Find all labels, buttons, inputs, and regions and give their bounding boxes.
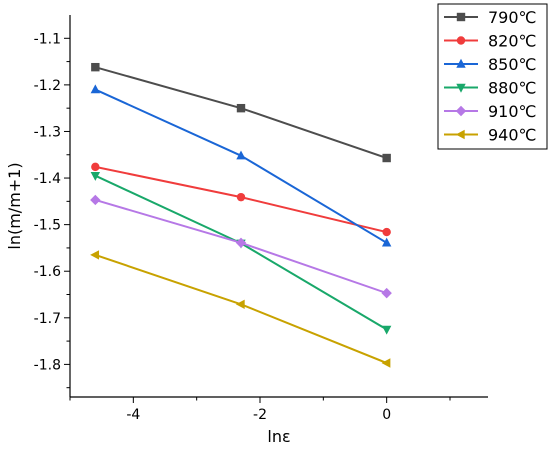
series-0 xyxy=(91,62,391,163)
series-5 xyxy=(90,250,391,368)
legend-marker xyxy=(456,58,466,68)
legend-label: 880℃ xyxy=(488,79,537,98)
legend-marker xyxy=(456,12,466,22)
legend-marker xyxy=(455,129,465,140)
legend-item: 850℃ xyxy=(444,55,537,74)
legend-item: 880℃ xyxy=(444,79,537,98)
data-point xyxy=(382,153,391,163)
y-tick-label: -1.2 xyxy=(34,78,61,94)
data-point xyxy=(382,227,391,237)
data-point xyxy=(236,103,246,113)
data-point xyxy=(381,287,392,299)
axes xyxy=(69,15,488,398)
legend-item: 910℃ xyxy=(444,102,537,121)
data-point xyxy=(381,237,392,247)
legend-marker xyxy=(456,36,466,45)
data-point xyxy=(90,84,101,94)
series-4 xyxy=(90,194,392,299)
series-layer xyxy=(90,62,392,368)
data-point xyxy=(90,194,101,206)
data-point xyxy=(90,172,101,181)
data-point xyxy=(381,325,392,335)
data-point xyxy=(236,192,246,202)
y-tick-label: -1.5 xyxy=(34,218,61,234)
y-tick-label: -1.6 xyxy=(34,264,61,280)
legend: 790℃ 820℃ 850℃ 880℃ 910℃ 940℃ xyxy=(437,3,548,150)
x-tick-label: -2 xyxy=(253,407,267,423)
x-tick-label: -4 xyxy=(126,407,140,423)
series-1 xyxy=(91,162,391,237)
series-line xyxy=(94,88,388,244)
x-tick-label: 0 xyxy=(382,407,391,423)
y-tick-label: -1.1 xyxy=(34,31,61,47)
legend-item: 790℃ xyxy=(444,8,537,27)
legend-label: 910℃ xyxy=(488,102,537,121)
y-axis-title: ln(m/m+1) xyxy=(5,162,24,249)
y-tick-label: -1.8 xyxy=(34,357,61,373)
legend-label: 820℃ xyxy=(488,32,537,51)
legend-label: 850℃ xyxy=(488,55,537,74)
y-tick-label: -1.4 xyxy=(34,171,61,187)
x-axis-title: lnε xyxy=(267,427,290,446)
data-point xyxy=(236,150,246,160)
y-tick-label: -1.7 xyxy=(34,311,61,327)
legend-label: 790℃ xyxy=(488,8,537,27)
y-tick-label: -1.3 xyxy=(34,124,61,140)
series-2 xyxy=(90,84,392,247)
legend-label: 940℃ xyxy=(488,126,537,145)
data-point xyxy=(235,299,245,309)
legend-item: 940℃ xyxy=(444,126,537,145)
data-point xyxy=(235,237,247,249)
data-point xyxy=(90,250,100,260)
data-point xyxy=(91,62,100,72)
data-point xyxy=(91,162,100,172)
series-line xyxy=(95,66,387,159)
legend-box xyxy=(437,3,548,150)
legend-marker xyxy=(456,83,466,93)
data-point xyxy=(381,358,391,368)
legend-marker xyxy=(455,105,467,117)
series-line xyxy=(95,253,388,364)
legend-item: 820℃ xyxy=(444,32,537,51)
ticks: -4 -2 0 -1.1 -1.2 -1.3 -1.4 -1.5 -1.6 -1.7 -1.8 xyxy=(34,31,451,423)
